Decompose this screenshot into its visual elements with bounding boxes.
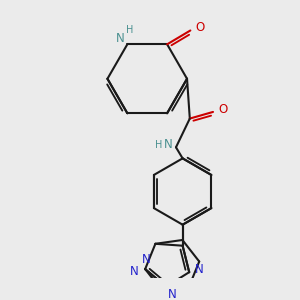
Text: N: N — [168, 288, 177, 300]
Text: N: N — [116, 32, 125, 45]
Text: N: N — [130, 266, 139, 278]
Text: H: H — [126, 26, 134, 35]
Text: N: N — [142, 253, 151, 266]
Text: H: H — [154, 140, 162, 149]
Text: N: N — [195, 263, 203, 276]
Text: N: N — [164, 138, 172, 151]
Text: O: O — [218, 103, 228, 116]
Text: O: O — [196, 21, 205, 34]
